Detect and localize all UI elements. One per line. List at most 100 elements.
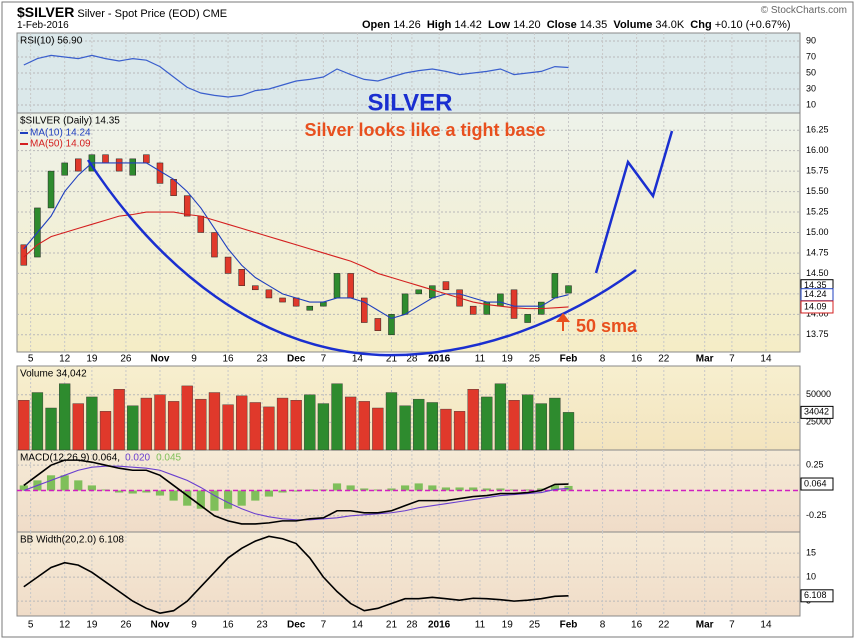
histogram-bar — [46, 475, 56, 491]
x-tick-label: Dec — [287, 354, 306, 365]
histogram-bar — [414, 483, 423, 491]
histogram-bar — [332, 483, 342, 491]
x-tick-label: 5 — [28, 620, 34, 631]
candle-body — [197, 215, 205, 233]
y-tick-label: 15 — [806, 547, 816, 557]
line — [23, 459, 569, 525]
bar — [535, 403, 547, 451]
candle-body — [292, 297, 300, 307]
candle-body — [102, 154, 109, 164]
x-tick-label: 7 — [321, 620, 327, 631]
description: Silver - Spot Price (EOD) CME — [77, 8, 228, 20]
x-tick-label: 22 — [658, 620, 670, 631]
x-tick-label: 8 — [600, 354, 606, 365]
candle-body — [211, 232, 218, 258]
y-tick-label: 15.00 — [806, 227, 829, 237]
candle-body — [238, 269, 245, 286]
histogram-bar — [523, 489, 532, 491]
x-tick-label: 28 — [406, 620, 418, 631]
x-tick-label: Feb — [560, 354, 578, 365]
y-tick-label: 16.25 — [806, 125, 829, 135]
x-tick-label: 16 — [223, 354, 235, 365]
bb-panel — [16, 531, 801, 617]
candle-body — [333, 273, 341, 299]
x-tick-label: 5 — [28, 354, 34, 365]
y-tick-label: 14.75 — [806, 247, 829, 257]
bar — [86, 396, 98, 451]
value: 14.35 — [579, 19, 608, 31]
label: Close — [546, 19, 577, 31]
bar — [562, 412, 575, 451]
x-tick-label: 25 — [529, 620, 541, 631]
candle-body — [156, 162, 164, 184]
histogram-bar — [401, 485, 410, 491]
candle-body — [510, 289, 518, 319]
bar — [467, 389, 479, 451]
bar — [372, 407, 384, 451]
bar — [522, 394, 534, 451]
bar — [481, 396, 493, 451]
value: +0.10 (+0.67%) — [714, 19, 791, 31]
bar — [99, 411, 112, 451]
histogram-bar — [469, 487, 478, 491]
bar — [208, 392, 221, 451]
bar — [195, 398, 207, 451]
x-tick-label: 14 — [352, 354, 364, 365]
y-tick-label: 15.25 — [806, 206, 829, 216]
candle-body — [388, 314, 395, 336]
x-tick-label: 23 — [257, 354, 269, 365]
histogram-bar — [482, 488, 491, 491]
value-box — [800, 589, 834, 603]
bar — [249, 402, 261, 451]
bar — [453, 411, 466, 451]
candle-body — [129, 158, 136, 176]
x-tick-label: 14 — [760, 620, 772, 631]
legend-entry: Volume 34,042 — [20, 369, 87, 380]
candle-body — [224, 256, 232, 274]
y-tick-label: 50000 — [806, 389, 831, 399]
x-tick-label: Feb — [560, 620, 578, 631]
legend-entry: MA(10) 14.24 — [30, 128, 91, 139]
x-tick-label: Mar — [696, 354, 714, 365]
bar — [276, 397, 289, 451]
candle-body — [265, 289, 273, 299]
value: 14.26 — [393, 19, 421, 31]
candle-body — [524, 314, 531, 323]
bar — [45, 407, 57, 451]
x-tick-label: Nov — [151, 620, 170, 631]
x-tick-label: 25 — [529, 354, 541, 365]
histogram-bar — [142, 490, 151, 493]
credit: © StockCharts.com — [760, 5, 847, 16]
x-tick-label: 28 — [406, 354, 418, 365]
marks: 90 70 50 30 10 RSI(10) 56.90 16.25 16.00 15.75 15… — [17, 33, 834, 631]
value-box — [800, 300, 834, 314]
bar — [494, 383, 507, 451]
y-tick-label: 10 — [806, 571, 816, 581]
candle-body — [75, 158, 82, 172]
bar — [18, 400, 30, 451]
y-tick-label: 90 — [806, 35, 816, 45]
symbol-line: $SILVER Silver - Spot Price (EOD) CME — [17, 4, 227, 20]
bar — [290, 400, 302, 451]
bar — [399, 405, 411, 451]
value-label: 14.24 — [804, 289, 827, 299]
x-tick-label: 9 — [191, 620, 197, 631]
x-tick-label: 11 — [475, 354, 486, 365]
histogram-bar — [74, 480, 83, 491]
histogram-bar — [428, 485, 437, 491]
quote-line: Open 14.26 High 14.42 Low 14.20 Close 14… — [362, 19, 791, 31]
value: 34.0K — [655, 19, 685, 31]
label: High — [426, 19, 452, 31]
x-tick-label: 21 — [386, 354, 398, 365]
bar — [344, 396, 357, 451]
candle-body — [497, 293, 504, 307]
histogram-bar — [455, 487, 464, 491]
bar — [140, 397, 153, 451]
x-tick-label: 12 — [59, 620, 71, 631]
candle-body — [143, 154, 150, 164]
candle-body — [47, 170, 55, 209]
histogram-bar — [537, 488, 546, 491]
bar — [440, 408, 452, 451]
y-tick-label: 70 — [806, 51, 816, 61]
histogram-bar — [264, 490, 274, 497]
